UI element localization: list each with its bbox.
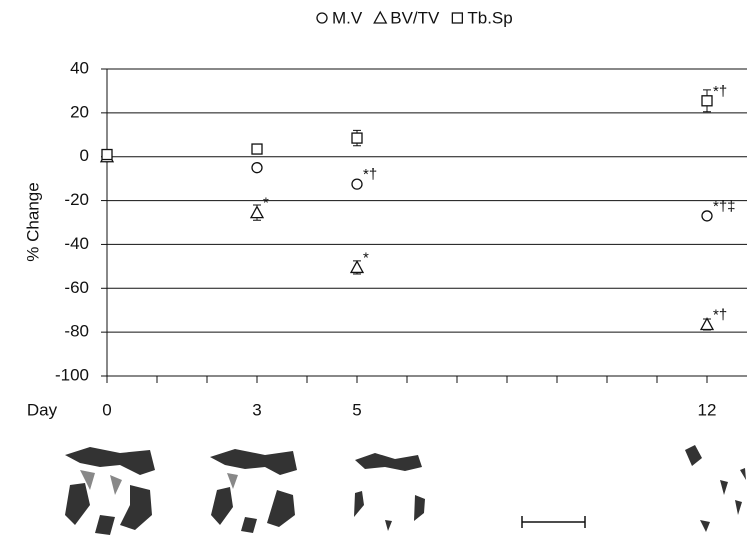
y-tick-label: -80 <box>64 322 89 341</box>
significance-label: *† <box>363 166 377 183</box>
x-tick-label: 3 <box>252 400 261 419</box>
x-tick-label: 12 <box>698 400 717 419</box>
y-tick-label: -60 <box>64 278 89 297</box>
significance-label: *† <box>713 306 727 323</box>
significance-label: * <box>263 195 269 212</box>
page: {"chart_data": {"type": "scatter", "y_la… <box>0 0 747 547</box>
y-axis-label: % Change <box>23 182 42 261</box>
significance-label: *†‡ <box>713 198 736 215</box>
marker <box>702 96 712 106</box>
legend-label: BV/TV <box>390 8 440 27</box>
marker <box>352 179 362 189</box>
marker <box>252 163 262 173</box>
ct-image <box>354 453 425 531</box>
ct-image <box>685 445 746 532</box>
x-tick-label: 5 <box>352 400 361 419</box>
ct-images <box>65 445 746 535</box>
marker <box>351 261 363 272</box>
marker <box>701 318 713 329</box>
ct-image <box>210 449 297 533</box>
y-tick-label: -40 <box>64 234 89 253</box>
legend-marker <box>452 13 462 23</box>
y-tick-label: 0 <box>80 146 89 165</box>
marker <box>352 133 362 143</box>
legend-marker <box>317 13 327 23</box>
figure: % Change Day -100 -80 -60 -40 -20 0 20 40 0 3 5 12 *… <box>0 0 747 547</box>
significance-label: * <box>363 249 369 266</box>
y-tick-label: -100 <box>55 365 89 384</box>
x-axis-label: Day <box>27 400 58 419</box>
legend-marker <box>374 12 386 23</box>
marker <box>102 150 112 160</box>
y-tick-label: 40 <box>70 58 89 77</box>
ct-image <box>65 447 155 535</box>
significance-label: *† <box>713 83 727 100</box>
marker <box>702 211 712 221</box>
legend-label: Tb.Sp <box>467 8 512 27</box>
y-tick-label: -20 <box>64 190 89 209</box>
y-tick-label: 20 <box>70 102 89 121</box>
marker <box>251 207 263 218</box>
legend-label: M.V <box>332 8 363 27</box>
marker <box>252 144 262 154</box>
x-tick-label: 0 <box>102 400 111 419</box>
